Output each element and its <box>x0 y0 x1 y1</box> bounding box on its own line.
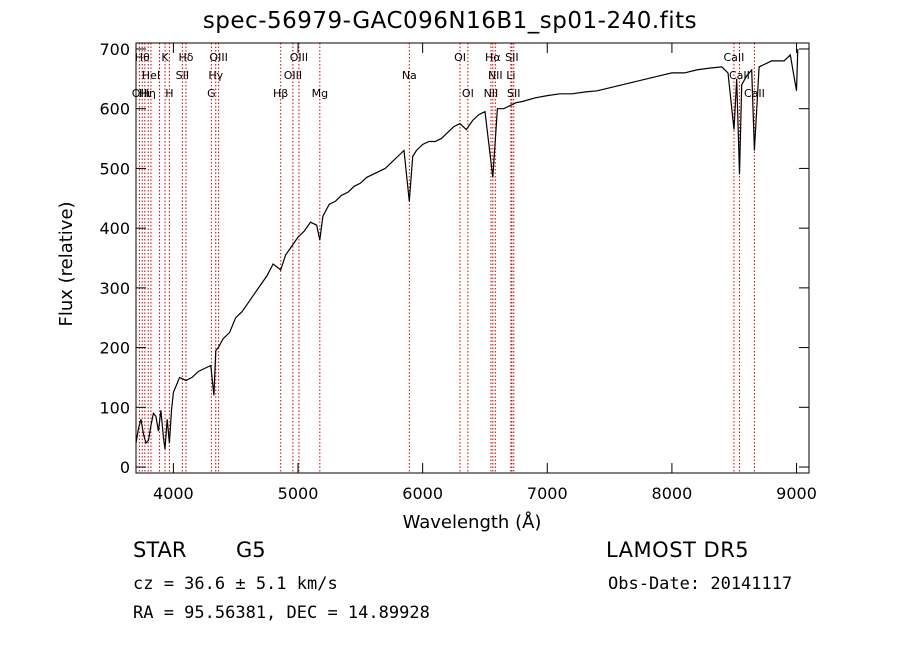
y-tick-label: 400 <box>99 219 130 238</box>
y-tick-label: 600 <box>99 100 130 119</box>
x-tick-label: 5000 <box>278 484 319 503</box>
y-axis-label: Flux (relative) <box>56 201 77 326</box>
line-marker-label: OI <box>454 51 466 64</box>
y-tick-label: 100 <box>99 398 130 417</box>
y-tick-label: 300 <box>99 279 130 298</box>
x-axis-ticks: 4000 5000 6000 7000 8000 9000 <box>153 43 817 503</box>
line-marker-label: Li <box>506 69 515 82</box>
line-marker-label: CaII <box>724 51 745 64</box>
x-tick-label: 8000 <box>652 484 693 503</box>
x-tick-label: 4000 <box>153 484 194 503</box>
line-marker-label: H <box>165 87 173 100</box>
line-marker-label: SII <box>176 69 189 82</box>
line-marker-label: Na <box>402 69 417 82</box>
line-marker-label: NII <box>484 87 499 100</box>
line-marker-label: OIII <box>209 51 227 64</box>
line-marker-label: Hγ <box>208 69 223 82</box>
spectrum-line <box>135 48 799 450</box>
line-marker-label: NII <box>488 69 503 82</box>
line-markers <box>138 43 755 473</box>
x-tick-label: 7000 <box>527 484 568 503</box>
line-marker-label: K <box>161 51 169 64</box>
line-marker-labels: OIIHθHιHηHeIKHSIIHδGHγOIIIHβOIIIOIIIMgNa… <box>132 51 765 100</box>
line-marker-label: Hι <box>139 87 151 100</box>
line-marker-label: SII <box>505 51 518 64</box>
line-marker-label: CaII <box>744 87 765 100</box>
line-marker-label: OIII <box>290 51 308 64</box>
coordinates-text: RA = 95.56381, DEC = 14.89928 <box>133 603 430 623</box>
x-tick-label: 6000 <box>402 484 443 503</box>
line-marker-label: G <box>207 87 216 100</box>
line-marker-label: HeI <box>142 69 160 82</box>
line-marker-label: Hβ <box>273 87 288 100</box>
line-marker-label: Hα <box>485 51 501 64</box>
y-tick-label: 700 <box>99 40 130 59</box>
y-tick-label: 0 <box>120 458 130 477</box>
plot-frame <box>135 42 810 474</box>
x-axis-label: Wavelength (Å) <box>403 511 542 533</box>
line-marker-label: Hδ <box>178 51 193 64</box>
survey-label: LAMOST DR5 <box>606 538 750 562</box>
y-axis-ticks: 0 100 200 300 400 500 600 700 <box>99 40 809 477</box>
obs-date-text: Obs-Date: 20141117 <box>608 574 793 594</box>
object-class: STAR <box>133 538 187 562</box>
line-marker-label: Hθ <box>135 51 150 64</box>
x-tick-label: 9000 <box>776 484 817 503</box>
line-marker-label: OIII <box>284 69 302 82</box>
object-subclass: G5 <box>236 538 266 562</box>
chart-title: spec-56979-GAC096N16B1_sp01-240.fits <box>202 8 698 34</box>
line-marker-label: OI <box>462 87 474 100</box>
line-marker-label: SII <box>507 87 520 100</box>
y-tick-label: 200 <box>99 339 130 358</box>
line-marker-label: Hη <box>141 87 156 100</box>
line-marker-label: Mg <box>312 87 328 100</box>
y-tick-label: 500 <box>99 159 130 178</box>
redshift-text: cz = 36.6 ± 5.1 km/s <box>133 574 338 594</box>
